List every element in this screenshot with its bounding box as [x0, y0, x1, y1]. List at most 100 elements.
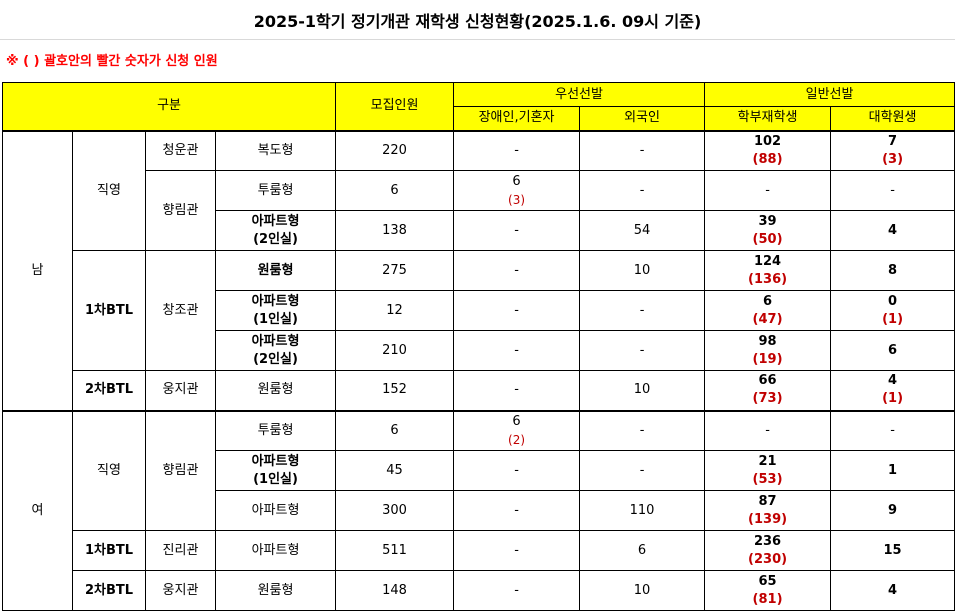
foreign-cell: 110: [579, 490, 706, 531]
group-btl1: 1차BTL: [72, 530, 146, 571]
undergrad-quota: 6: [763, 293, 773, 309]
undergrad-quota: 66: [758, 373, 777, 389]
room-type-label: 아파트형 (1인실): [251, 453, 300, 487]
undergrad-applicants: (47): [752, 311, 783, 327]
building-cell: 진리관: [145, 530, 216, 571]
room-type-cell: 아파트형 (2인실): [214, 330, 337, 371]
undergrad-cell: 236 (230): [704, 530, 832, 571]
group-btl2: 2차BTL: [72, 570, 146, 611]
grad-cell: -: [830, 170, 955, 211]
disabled-cell: -: [453, 370, 581, 411]
undergrad-quota: 98: [758, 333, 777, 349]
room-type-cell: 아파트형 (2인실): [214, 210, 337, 251]
building-cell: 향림관: [145, 409, 216, 531]
room-type-label: 아파트형 (2인실): [251, 213, 300, 247]
grad-cell: 4: [830, 210, 955, 251]
group-male: 남: [2, 129, 73, 411]
undergrad-quota: 21: [758, 453, 777, 469]
foreign-cell: -: [579, 450, 706, 491]
undergrad-cell: 21 (53): [704, 450, 832, 491]
table-row: 향림관 투룸형 6 6 (3) - - -: [3, 170, 955, 251]
room-type-cell: 아파트형 (1인실): [214, 290, 337, 331]
undergrad-cell: -: [704, 170, 832, 211]
disabled-cell: -: [453, 290, 581, 331]
grad-cell: 8: [830, 250, 955, 291]
undergrad-applicants: (81): [752, 591, 783, 607]
grad-cell: 6: [830, 330, 955, 371]
room-type-cell: 원룸형: [214, 250, 337, 291]
grad-cell: -: [830, 409, 955, 451]
grad-cell: 15: [830, 530, 955, 571]
foreign-cell: -: [579, 129, 706, 171]
room-type-cell: 투룸형: [214, 170, 337, 211]
header-general: 일반선발: [704, 82, 955, 107]
group-btl1: 1차BTL: [72, 250, 146, 371]
room-type-cell: 원룸형: [214, 370, 337, 411]
undergrad-cell: 124 (136): [704, 250, 832, 291]
undergrad-applicants: (230): [748, 551, 788, 567]
grad-cell: 7 (3): [830, 129, 955, 171]
disabled-applicants: (3): [508, 192, 526, 207]
foreign-cell: -: [579, 290, 706, 331]
disabled-cell: -: [453, 250, 581, 291]
disabled-quota: 6: [512, 413, 521, 429]
foreign-cell: -: [579, 170, 706, 211]
undergrad-cell: 39 (50): [704, 210, 832, 251]
disabled-cell: 6 (3): [453, 170, 581, 211]
foreign-cell: -: [579, 409, 706, 451]
undergrad-quota: 236: [753, 533, 782, 549]
recruit-cell: 12: [335, 290, 455, 331]
room-type-cell: 투룸형: [214, 409, 337, 451]
grad-cell: 0 (1): [830, 290, 955, 331]
undergrad-cell: 65 (81): [704, 570, 832, 611]
undergrad-applicants: (136): [748, 271, 788, 287]
recruit-cell: 275: [335, 250, 455, 291]
grad-applicants: (1): [882, 311, 904, 327]
recruit-cell: 152: [335, 370, 455, 411]
foreign-cell: 10: [579, 570, 706, 611]
recruit-cell: 511: [335, 530, 455, 571]
group-direct: 직영: [72, 409, 146, 531]
legend-note: ※ ( ) 괄호안의 빨간 숫자가 신청 인원: [6, 53, 218, 69]
recruit-cell: 220: [335, 129, 455, 171]
room-type-cell: 아파트형: [214, 530, 337, 571]
undergrad-quota: 65: [758, 573, 777, 589]
grad-applicants: (3): [882, 151, 904, 167]
group-btl2: 2차BTL: [72, 370, 146, 411]
building-cell: 청운관: [145, 129, 216, 171]
recruit-cell: 300: [335, 490, 455, 531]
table-row: 아파트형 (2인실) 210 - - 98 (19) 6: [3, 330, 955, 371]
room-type-label: 아파트형 (2인실): [251, 333, 300, 367]
grad-cell: 1: [830, 450, 955, 491]
header-recruit: 모집인원: [335, 82, 455, 131]
room-type-cell: 원룸형: [214, 570, 337, 611]
disabled-quota: 6: [512, 173, 521, 189]
disabled-cell: -: [453, 210, 581, 251]
foreign-cell: 10: [579, 370, 706, 411]
undergrad-applicants: (139): [748, 511, 788, 527]
building-cell: 향림관: [145, 170, 216, 251]
building-cell: 웅지관: [145, 370, 216, 411]
foreign-cell: 10: [579, 250, 706, 291]
room-type-cell: 아파트형: [214, 490, 337, 531]
grad-cell: 9: [830, 490, 955, 531]
recruit-cell: 6: [335, 170, 455, 211]
group-direct: 직영: [72, 129, 146, 251]
application-status-table: 구분 모집인원 우선선발 일반선발 장애인,기혼자 외국인 학부재학생 대학원생…: [1, 82, 955, 611]
undergrad-applicants: (88): [752, 151, 783, 167]
undergrad-applicants: (73): [752, 391, 783, 407]
building-cell: 웅지관: [145, 570, 216, 611]
header-category: 구분: [1, 82, 337, 131]
table-row: 1차BTL 창조관 원룸형 275 - 10 124 (136) 8: [3, 250, 955, 371]
foreign-cell: 6: [579, 530, 706, 571]
undergrad-applicants: (50): [752, 231, 783, 247]
undergrad-cell: 102 (88): [704, 129, 832, 171]
undergrad-cell: 66 (73): [704, 370, 832, 411]
grad-quota: 0: [888, 293, 898, 309]
recruit-cell: 138: [335, 210, 455, 251]
grad-quota: 7: [888, 133, 898, 149]
foreign-cell: -: [579, 330, 706, 371]
table-row: 남 직영 청운관 복도형 220 - - 102 (88) 7 (3): [2, 129, 955, 411]
undergrad-quota: 102: [753, 133, 782, 149]
undergrad-applicants: (19): [752, 351, 783, 367]
